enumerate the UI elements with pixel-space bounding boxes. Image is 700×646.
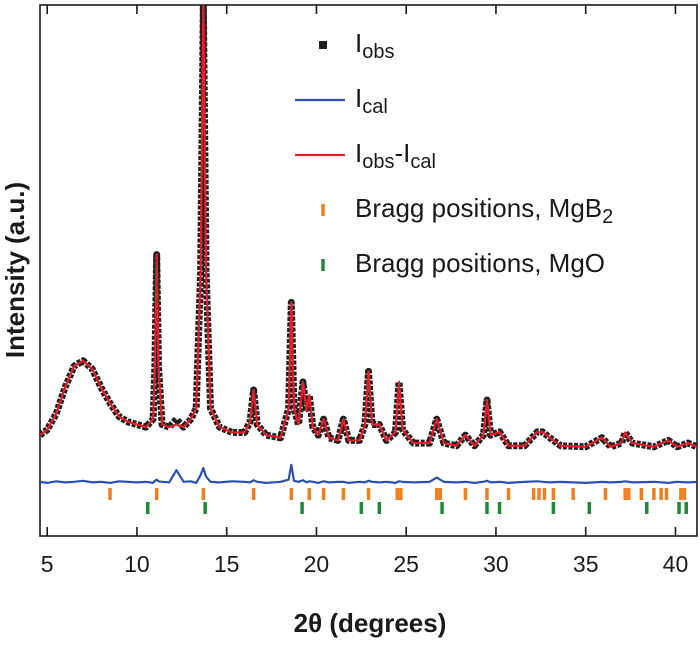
x-tick-label: 25 [393,551,419,577]
x-axis-title: 2θ (degrees) [294,608,447,638]
y-axis-title: Intensity (a.u.) [0,182,30,358]
legend-label: Ical [355,83,388,118]
legend-label: Iobs [355,28,394,63]
x-tick-label: 10 [124,551,150,577]
x-tick-label: 40 [663,551,689,577]
x-tick-label: 35 [573,551,599,577]
legend-label: Iobs-Ical [355,138,436,173]
series-line [40,463,697,484]
x-tick-label: 15 [214,551,240,577]
plot-frame [39,4,698,537]
legend-label: Bragg positions, MgB2 [355,193,613,228]
legend-label: Bragg positions, MgO [355,248,605,278]
x-tick-label: 30 [483,551,509,577]
x-tick-label: 20 [304,551,330,577]
series-line [40,5,697,448]
plot-area [40,5,697,514]
x-tick-label: 5 [41,551,54,577]
legend-marker [319,41,327,49]
